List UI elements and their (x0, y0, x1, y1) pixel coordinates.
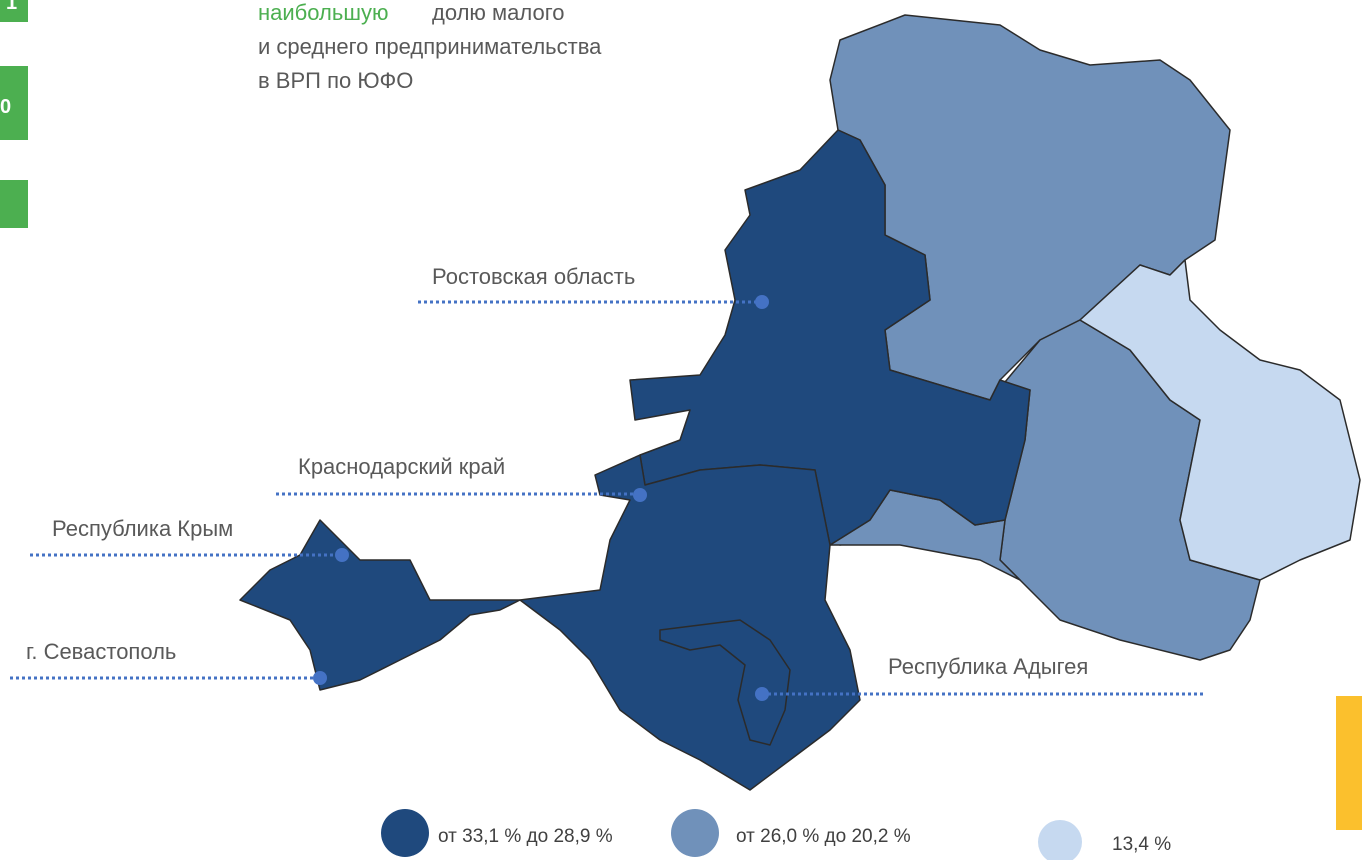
header-highlight: наибольшую (258, 0, 388, 25)
region-marker (755, 295, 769, 309)
legend-swatch (671, 809, 719, 857)
legend-label: 13,4 % (1112, 834, 1171, 855)
legend-swatch (381, 809, 429, 857)
region-marker (755, 687, 769, 701)
region-border (659, 619, 791, 746)
side-tab-text: 0 (0, 96, 11, 118)
legend-label: от 33,1 % до 28,9 % (438, 826, 613, 847)
region-marker (633, 488, 647, 502)
region-marker (335, 548, 349, 562)
header-line: и среднего предпринимательства (258, 34, 602, 59)
region (239, 519, 521, 691)
header-line: в ВРП по ЮФО (258, 68, 413, 93)
region (519, 454, 861, 791)
side-tab (0, 180, 28, 228)
region-label: Краснодарский край (298, 454, 505, 479)
region-label: г. Севастополь (26, 639, 176, 664)
region-label: Республика Крым (52, 516, 233, 541)
side-tab (0, 66, 28, 140)
region-marker (313, 671, 327, 685)
region (1079, 259, 1361, 581)
side-tab (0, 0, 28, 22)
region-label: Республика Адыгея (888, 654, 1088, 679)
region-label: Ростовская область (432, 264, 635, 289)
side-tab-text: 1 (6, 0, 17, 14)
header-line: долю малого (432, 0, 565, 25)
legend-swatch (1038, 820, 1082, 860)
side-tab (1336, 696, 1362, 830)
legend-label: от 26,0 % до 20,2 % (736, 826, 911, 847)
